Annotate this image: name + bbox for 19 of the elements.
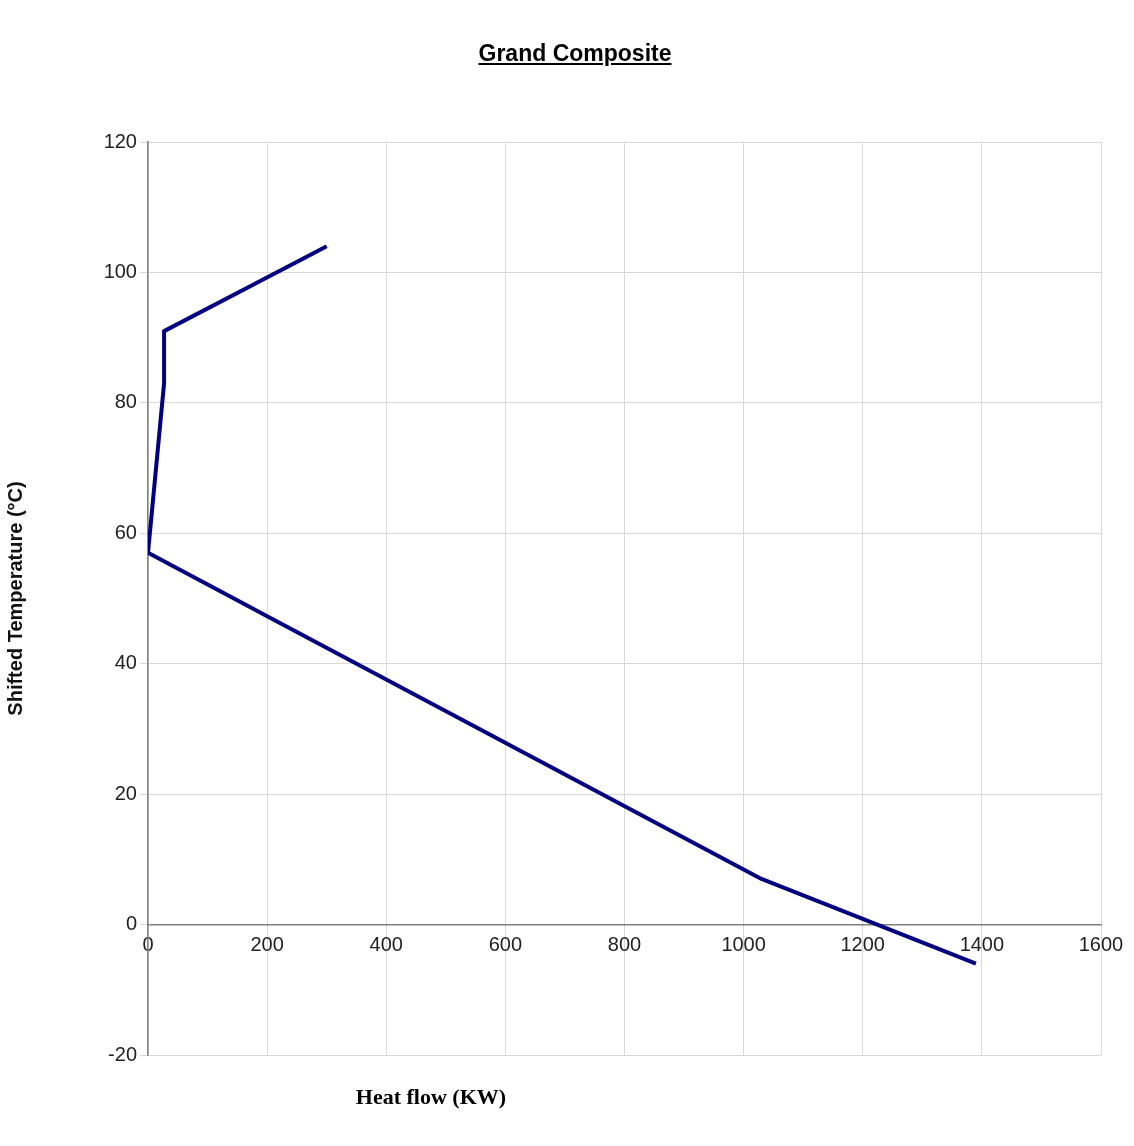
y-tick-label: 0 [125, 912, 137, 935]
x-tick-label: 1000 [721, 933, 766, 956]
x-tick-label: 1200 [840, 933, 885, 956]
y-tick-label: 40 [114, 651, 137, 674]
y-axis-title: Shifted Temperature (°C) [3, 481, 26, 716]
x-tick-label: 1400 [959, 933, 1005, 956]
x-tick-label: 400 [369, 933, 403, 956]
y-tick-label: 60 [114, 520, 137, 543]
x-tick-label: 200 [250, 933, 284, 956]
y-tick-label: 100 [103, 259, 137, 282]
chart-title: Grand Composite [477, 40, 673, 67]
x-tick-label: 800 [607, 933, 642, 956]
x-tick-label: 600 [488, 933, 523, 956]
y-tick-label: 120 [103, 129, 137, 152]
y-tick-label: -20 [108, 1042, 137, 1065]
x-axis-title: Heat flow (KW) [354, 1084, 508, 1110]
x-tick-label: 1600 [1078, 933, 1124, 956]
y-tick-label: 80 [114, 390, 137, 413]
y-tick-label: 20 [114, 781, 137, 804]
